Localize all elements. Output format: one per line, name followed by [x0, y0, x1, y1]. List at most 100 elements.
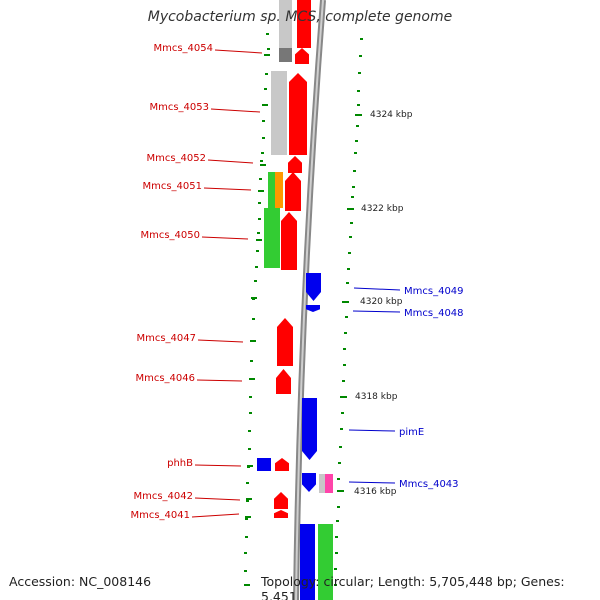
gene-label-left: Mmcs_4042 [133, 491, 193, 502]
tick-mark [342, 301, 349, 303]
tick-mark [352, 186, 355, 188]
gene-label-left: Mmcs_4054 [153, 43, 213, 54]
gene-feature [257, 458, 271, 471]
gene-feature [281, 212, 297, 270]
gene-feature [300, 524, 315, 600]
tick-mark [258, 202, 261, 204]
tick-mark [247, 465, 253, 467]
tick-mark [244, 552, 247, 554]
tick-mark [358, 72, 361, 74]
gene-label-leader [197, 339, 244, 343]
tick-mark [266, 33, 269, 35]
gene-label-leader [348, 481, 396, 484]
gene-label-left: Mmcs_4047 [136, 333, 196, 344]
tick-mark [343, 348, 346, 350]
tick-mark [335, 536, 338, 538]
tick-mark [360, 38, 363, 40]
tick-mark [343, 364, 346, 366]
tick-mark [258, 190, 264, 192]
gene-label-leader [348, 429, 396, 432]
tick-mark [337, 506, 340, 508]
tick-mark [252, 318, 255, 320]
gene-feature [289, 73, 307, 155]
tick-mark [338, 462, 341, 464]
tick-mark [355, 140, 358, 142]
tick-mark [245, 518, 248, 520]
gene-label-right: Mmcs_4049 [404, 286, 464, 297]
tick-mark [340, 396, 347, 398]
tick-mark [249, 412, 252, 414]
tick-mark [354, 152, 357, 154]
gene-label-right: pimE [399, 427, 424, 438]
tick-mark [262, 104, 268, 106]
gene-feature [297, 0, 311, 48]
gene-label-leader [203, 187, 252, 191]
gene-feature [276, 369, 291, 394]
tick-mark [334, 568, 337, 570]
tick-mark [335, 552, 338, 554]
tick-mark [347, 208, 354, 210]
tick-mark [251, 297, 257, 299]
tick-mark [265, 73, 268, 75]
tick-mark [357, 90, 360, 92]
tick-mark [245, 536, 248, 538]
tick-mark [264, 88, 267, 90]
scale-label: 4322 kbp [361, 204, 404, 214]
tick-mark [261, 152, 264, 154]
gene-feature [264, 208, 280, 268]
gene-label-leader [214, 49, 263, 54]
accession-text: Accession: NC_008146 [9, 574, 152, 589]
tick-mark [244, 570, 247, 572]
gene-label-leader [194, 497, 241, 501]
gene-feature [285, 172, 301, 211]
tick-mark [262, 137, 265, 139]
gene-label-left: phhB [167, 458, 193, 469]
gene-feature [274, 492, 288, 509]
tick-mark [259, 178, 262, 180]
scale-label: 4320 kbp [360, 297, 403, 307]
gene-feature [306, 273, 321, 301]
gene-label-leader [207, 159, 254, 164]
scale-label: 4316 kbp [354, 487, 397, 497]
tick-mark [245, 516, 251, 518]
tick-mark [344, 332, 347, 334]
gene-label-leader [352, 310, 401, 313]
tick-mark [342, 380, 345, 382]
tick-mark [262, 120, 265, 122]
tick-mark [267, 48, 270, 50]
tick-mark [264, 54, 270, 56]
tick-mark [337, 478, 340, 480]
tick-mark [339, 446, 342, 448]
gene-feature [275, 458, 289, 471]
genome-title: Mycobacterium sp. MCS, complete genome [147, 9, 453, 25]
gene-label-right: Mmcs_4043 [399, 479, 459, 490]
gene-feature [318, 524, 333, 600]
tick-mark [257, 232, 260, 234]
tick-mark [334, 584, 337, 586]
tick-mark [341, 412, 344, 414]
topology-text: Topology: circular; Length: 5,705,448 bp… [261, 574, 565, 600]
gene-feature [302, 473, 316, 492]
tick-mark [256, 239, 262, 241]
gene-label-left: Mmcs_4050 [140, 230, 200, 241]
tick-mark [249, 378, 255, 380]
tick-mark [254, 280, 257, 282]
gene-label-left: Mmcs_4053 [149, 102, 209, 113]
gene-feature [279, 0, 292, 48]
gene-label-leader [201, 236, 249, 240]
tick-mark [249, 396, 252, 398]
scale-label: 4318 kbp [355, 392, 398, 402]
tick-mark [351, 196, 354, 198]
tick-mark [255, 266, 258, 268]
gene-feature [306, 305, 320, 312]
tick-mark [356, 125, 359, 127]
gene-feature [288, 156, 302, 173]
tick-mark [250, 360, 253, 362]
gene-feature [325, 474, 333, 493]
tick-mark [347, 268, 350, 270]
tick-mark [349, 236, 352, 238]
tick-mark [336, 520, 339, 522]
tick-mark [246, 500, 249, 502]
